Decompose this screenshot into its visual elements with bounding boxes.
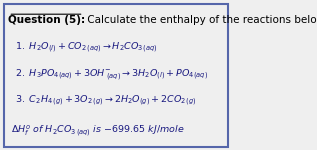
Text: $\mathit{3.\ C_2H_{4\,(g)} + 3O_{2\,(g)} \rightarrow 2H_2O_{(g)} + 2CO_{2\,(g)}}: $\mathit{3.\ C_2H_{4\,(g)} + 3O_{2\,(g)}… xyxy=(15,94,197,108)
Text: $\mathit{2.\ H_3PO_{4(aq)} + 3OH^{-}_{\ (aq)} \rightarrow 3H_2O_{(l)} + PO_{4(aq: $\mathit{2.\ H_3PO_{4(aq)} + 3OH^{-}_{\ … xyxy=(15,68,208,83)
Text: $\mathit{\Delta H_f^o\ of\ H_2CO_{3\,(aq)}\ is\ {-699.65}\ kJ/mole}$: $\mathit{\Delta H_f^o\ of\ H_2CO_{3\,(aq… xyxy=(11,124,184,139)
Text: Calculate the enthalpy of the reactions below: Calculate the enthalpy of the reactions … xyxy=(84,15,317,25)
Text: $\mathit{1.\ H_2O_{(l)} + CO_{2\,(aq)} \rightarrow H_2CO_{3\,(aq)}}$: $\mathit{1.\ H_2O_{(l)} + CO_{2\,(aq)} \… xyxy=(15,41,158,55)
Text: Question (5):: Question (5): xyxy=(8,15,86,25)
FancyBboxPatch shape xyxy=(4,4,228,147)
